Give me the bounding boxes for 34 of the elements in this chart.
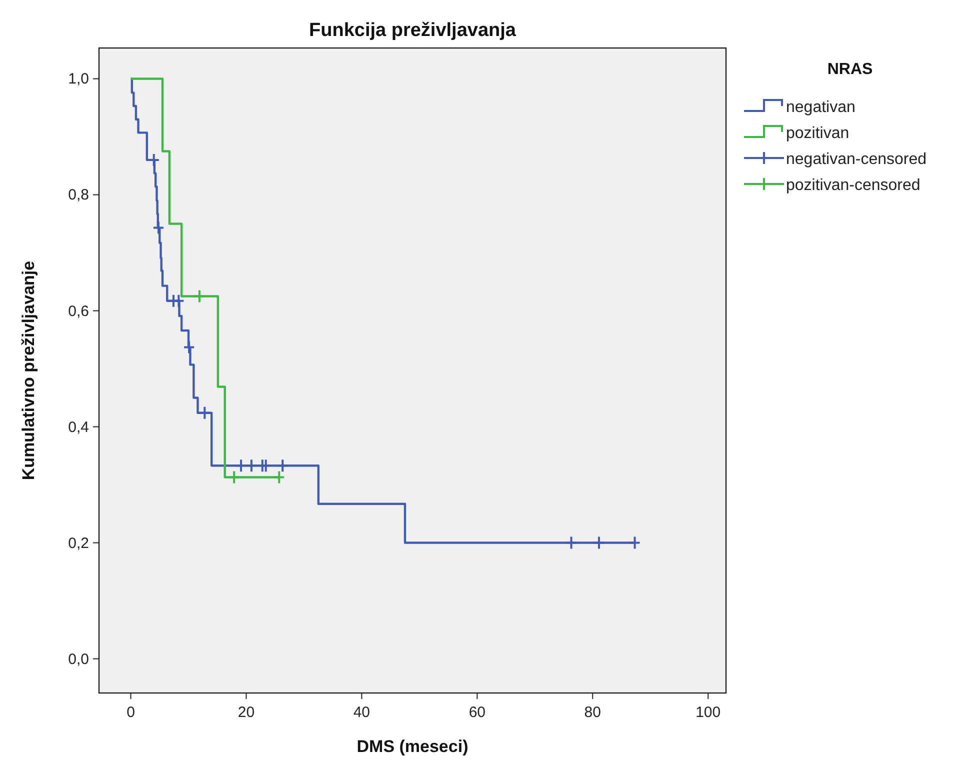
x-tick-label: 80: [584, 704, 601, 721]
point: [235, 458, 248, 473]
point: [198, 406, 211, 420]
point: [260, 458, 272, 473]
x-tick-label: 0: [126, 704, 135, 721]
y-tick-label: 0,6: [68, 302, 89, 320]
x-tick-label: 40: [353, 704, 370, 721]
chart-title: Funkcija preživljavanja: [309, 20, 516, 41]
y-tick-label: 0,8: [68, 186, 89, 204]
point: [276, 458, 289, 473]
point: [628, 536, 641, 550]
legend-label: pozitivan-censored: [786, 177, 920, 194]
point: [172, 294, 185, 308]
legend-label: pozitivan: [786, 125, 850, 142]
point: [193, 289, 206, 304]
x-tick-label: 60: [468, 704, 486, 721]
point: [245, 458, 258, 473]
legend-label: negativan: [786, 99, 856, 116]
point: [273, 470, 286, 484]
point: [592, 536, 605, 550]
x-axis-title: DMS (meseci): [356, 737, 468, 756]
point: [183, 340, 196, 354]
x-tick-label: 20: [238, 704, 255, 721]
point: [565, 536, 578, 550]
y-tick-label: 0,0: [68, 650, 89, 668]
y-tick-label: 0,2: [68, 534, 89, 552]
point: [228, 470, 240, 484]
y-tick-label: 0,4: [68, 418, 89, 436]
legend-title: NRAS: [827, 61, 873, 78]
y-axis-title: Kumulativno preživljavanje: [19, 260, 38, 480]
x-tick-label: 100: [696, 704, 721, 721]
point: [152, 220, 164, 235]
legend-label: negativan-censored: [786, 151, 927, 168]
y-tick-label: 1,0: [68, 70, 89, 88]
